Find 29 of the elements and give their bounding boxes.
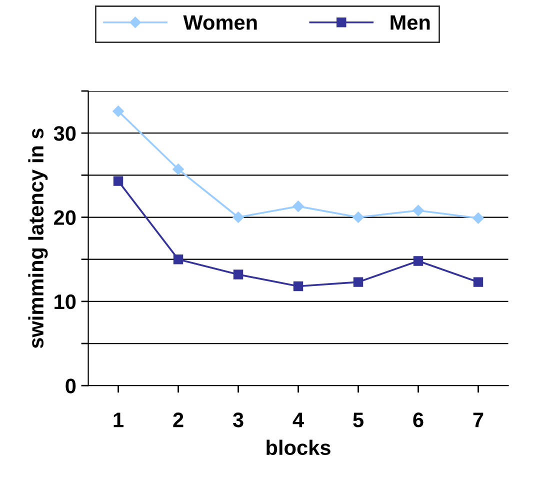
y-axis-title: swimming latency in s: [28, 128, 48, 348]
point: [112, 106, 124, 117]
x-tick-label: 1: [114, 412, 124, 428]
point: [173, 254, 184, 264]
point: [113, 176, 124, 186]
y-tick-label: 30: [54, 126, 76, 141]
point: [472, 212, 484, 224]
x-tick-label: 2: [173, 412, 184, 428]
point: [292, 200, 304, 212]
point: [413, 256, 424, 266]
y-tick-label: 0: [66, 378, 76, 394]
point: [232, 212, 244, 223]
x-tick-label: 6: [413, 412, 424, 428]
x-axis-title: blocks: [266, 440, 330, 456]
legend-label: Men: [390, 15, 430, 30]
y-tick-label: 20: [54, 210, 76, 226]
point: [233, 270, 244, 280]
x-tick-label: 4: [292, 412, 304, 428]
point: [473, 277, 484, 287]
point: [172, 164, 184, 175]
x-tick-label: 5: [353, 412, 364, 428]
x-tick-label: 3: [232, 412, 244, 428]
point: [293, 281, 304, 292]
point: [412, 204, 424, 216]
x-tick-label: 7: [473, 412, 484, 428]
point: [352, 212, 364, 223]
y-tick-label: 10: [54, 294, 76, 310]
point: [353, 277, 364, 287]
legend-label: Women: [183, 15, 257, 30]
